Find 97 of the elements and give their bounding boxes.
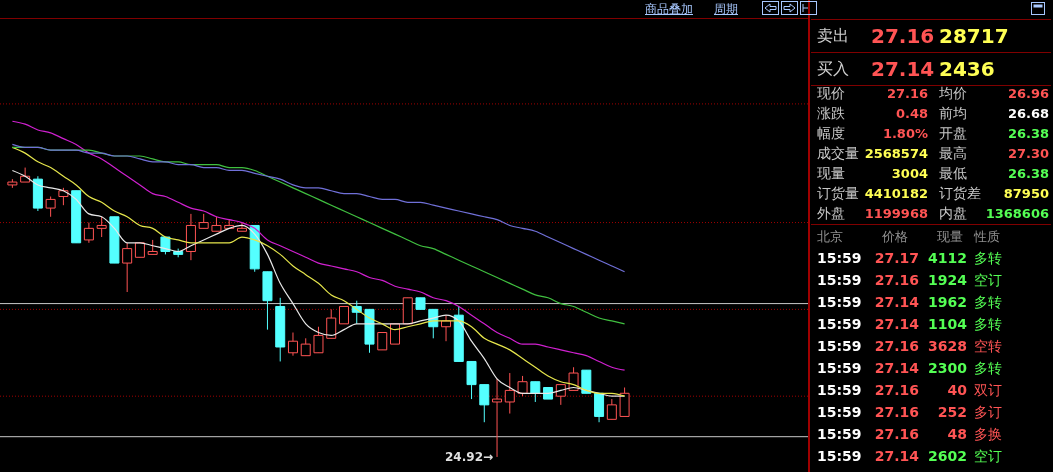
text: 2300 <box>928 360 967 376</box>
text: 27.14 <box>874 316 919 332</box>
annotation: 24.92→ <box>445 449 494 464</box>
text: 商品叠加 <box>645 1 693 18</box>
text: 北京 <box>817 228 843 246</box>
text: 空订 <box>974 272 1002 290</box>
text: 28717 <box>939 24 1009 48</box>
text: 27.16 <box>874 404 919 420</box>
text: 15:59 <box>817 448 862 464</box>
text: 15:59 <box>817 360 862 376</box>
text: 27.16 <box>871 24 935 48</box>
text: 0.48 <box>895 106 928 121</box>
text: 多转 <box>974 250 1002 268</box>
text: 15:59 <box>817 294 862 310</box>
text: 15:59 <box>817 338 862 354</box>
text: 3628 <box>928 338 967 354</box>
text: 27.16 <box>874 382 919 398</box>
candlestick <box>504 372 515 415</box>
text: 空转 <box>974 338 1002 356</box>
text: 内盘 <box>939 205 967 223</box>
text: 27.14 <box>874 360 919 376</box>
text: 现量 <box>937 228 963 246</box>
text: 2568574 <box>864 146 928 161</box>
text: 最高 <box>939 145 967 163</box>
text: 1199968 <box>864 206 928 221</box>
text: 3004 <box>891 166 928 181</box>
text: 开盘 <box>939 125 967 143</box>
text: 前均 <box>939 105 967 123</box>
text: 现价 <box>817 85 845 103</box>
text: 15:59 <box>817 272 862 288</box>
text: 均价 <box>939 85 967 103</box>
text: 多转 <box>974 294 1002 312</box>
text: 幅度 <box>817 125 845 143</box>
candlestick <box>517 375 528 397</box>
text: 252 <box>937 404 967 420</box>
text: 15:59 <box>817 426 862 442</box>
text: 4112 <box>928 250 967 266</box>
text: 周期 <box>714 1 738 18</box>
candlestick <box>326 308 337 339</box>
text: 15:59 <box>817 404 862 420</box>
text: 27.14 <box>871 57 935 81</box>
candlestick <box>96 216 107 238</box>
text: 多转 <box>974 360 1002 378</box>
text: 卖出 <box>817 26 849 47</box>
text: 27.16 <box>874 272 919 288</box>
text: 27.14 <box>874 294 919 310</box>
text: 1962 <box>928 294 967 310</box>
text: 1368606 <box>985 206 1049 221</box>
candlestick <box>492 378 503 458</box>
text: 订货量 <box>817 185 859 203</box>
text: 多订 <box>974 404 1002 422</box>
text: 买入 <box>817 59 849 80</box>
text: 外盘 <box>817 205 845 223</box>
candlestick <box>619 387 630 417</box>
candlestick <box>479 384 490 423</box>
text: 4410182 <box>864 186 928 201</box>
text: 15:59 <box>817 382 862 398</box>
text: 多转 <box>974 316 1002 334</box>
text: 双订 <box>974 382 1002 400</box>
text: 27.16 <box>874 426 919 442</box>
candlestick <box>287 332 298 357</box>
candlestick <box>466 360 477 400</box>
text: 27.16 <box>886 86 928 101</box>
text: 1104 <box>928 316 967 332</box>
text: 现量 <box>817 165 845 183</box>
candlestick <box>83 222 94 244</box>
text: 27.16 <box>874 338 919 354</box>
text: 1.80% <box>882 126 928 141</box>
text: 26.96 <box>1007 86 1049 101</box>
text: 26.38 <box>1007 126 1049 141</box>
candlestick <box>606 398 617 420</box>
text: 成交量 <box>817 145 859 163</box>
text: 涨跌 <box>817 105 845 123</box>
text: 多换 <box>974 426 1002 444</box>
candlestick <box>45 196 56 218</box>
text: 1924 <box>928 272 967 288</box>
text: 2602 <box>928 448 967 464</box>
text: 空订 <box>974 448 1002 466</box>
text: 40 <box>947 382 967 398</box>
text: 26.68 <box>1007 106 1049 121</box>
text: 最低 <box>939 165 967 183</box>
text: 87950 <box>1003 186 1049 201</box>
candlestick <box>313 326 324 354</box>
candlestick <box>594 392 605 423</box>
text: 27.14 <box>874 448 919 464</box>
text: 15:59 <box>817 250 862 266</box>
text: 性质 <box>974 228 1000 246</box>
text: 27.17 <box>874 250 919 266</box>
text: 15:59 <box>817 316 862 332</box>
text: 27.30 <box>1007 146 1049 161</box>
text: 价格 <box>882 228 908 246</box>
candlestick <box>530 381 541 403</box>
text: 26.38 <box>1007 166 1049 181</box>
candlestick <box>122 242 133 293</box>
text: 订货差 <box>939 185 981 203</box>
text: 2436 <box>939 57 995 81</box>
text: 48 <box>947 426 967 442</box>
